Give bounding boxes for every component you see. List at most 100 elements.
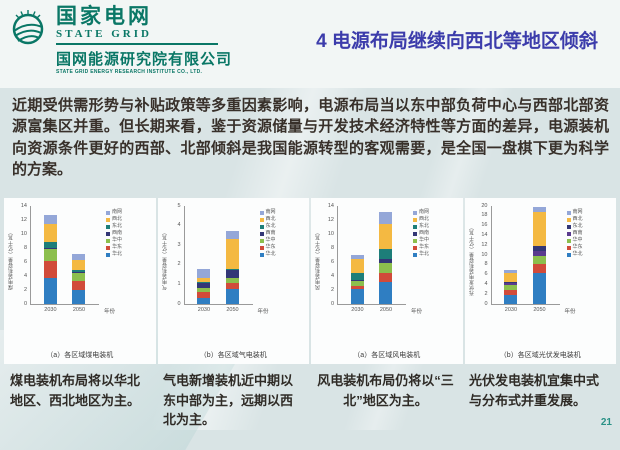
bar-segment-华中 <box>44 249 57 260</box>
legend-item-西南: 西南 <box>413 231 429 236</box>
takeaway-wind: 风电装机布局仍将以“三北”地区为主。 <box>309 369 462 430</box>
x-axis-label: 年份 <box>104 307 115 315</box>
legend-item-华东: 华东 <box>106 245 122 250</box>
chart-takeaways-row: 煤电装机布局将以华北地区、西北地区为主。 气电新增装机近中期以东中部为主，远期以… <box>3 369 617 430</box>
y-tick-label: 14 <box>473 232 488 238</box>
legend-swatch <box>413 211 417 215</box>
y-tick-label: 0 <box>319 301 334 307</box>
legend-swatch <box>260 211 264 215</box>
legend-item-华东: 华东 <box>567 245 583 250</box>
legend-swatch <box>260 232 264 236</box>
bar-segment-华东 <box>44 261 57 279</box>
plot-axes <box>184 206 253 305</box>
legend-item-华北: 华北 <box>413 252 429 257</box>
x-tick-label: 2030 <box>191 307 217 313</box>
chart-legend: 南网西北东北西南华中华东华北 <box>106 210 122 257</box>
x-axis-label: 年份 <box>565 307 576 315</box>
bar-segment-华东 <box>533 264 546 273</box>
bar-segment-西北 <box>351 259 364 273</box>
legend-label: 华东 <box>573 245 583 250</box>
legend-swatch <box>260 253 264 257</box>
chart-caption: （b）各区域气电装机 <box>158 350 310 360</box>
legend-label: 西北 <box>112 217 122 222</box>
legend-item-西北: 西北 <box>413 217 429 222</box>
chart-caption: （a）各区域风电装机 <box>311 350 463 360</box>
x-tick-label: 2050 <box>373 307 399 313</box>
takeaway-coal: 煤电装机布局将以华北地区、西北地区为主。 <box>3 369 156 430</box>
takeaway-gas: 气电新增装机近中期以东中部为主，远期以西北为主。 <box>156 369 309 430</box>
state-grid-logo: 国家电网 STATE GRID 国网能源研究院有限公司 STATE GRID E… <box>8 6 232 75</box>
legend-item-南网: 南网 <box>260 210 276 215</box>
y-tick-label: 8 <box>319 245 334 251</box>
y-tick-label: 12 <box>12 217 27 223</box>
legend-swatch <box>106 225 110 229</box>
legend-label: 南网 <box>573 210 583 215</box>
legend-swatch <box>106 253 110 257</box>
legend-label: 华中 <box>112 238 122 243</box>
legend-swatch <box>567 232 571 236</box>
y-tick-label: 6 <box>473 271 488 277</box>
chart-legend: 南网西北东北西南华中华东华北 <box>567 210 583 257</box>
bar-segment-华北 <box>351 289 364 304</box>
legend-label: 西南 <box>112 231 122 236</box>
y-tick-label: 5 <box>166 203 181 209</box>
legend-swatch <box>567 218 571 222</box>
y-tick-label: 18 <box>473 212 488 218</box>
legend-swatch <box>413 232 417 236</box>
slide-title: 4 电源布局继续向西北等地区倾斜 <box>298 26 616 53</box>
y-tick-label: 2 <box>12 287 27 293</box>
legend-label: 南网 <box>112 210 122 215</box>
chart-caption: （b）各区域光伏发电装机 <box>465 350 617 360</box>
stacked-bar-2030 <box>44 215 57 304</box>
stacked-bar-2050 <box>226 231 239 305</box>
legend-label: 华北 <box>112 252 122 257</box>
legend-label: 东北 <box>419 224 429 229</box>
y-tick-label: 10 <box>319 231 334 237</box>
legend-label: 东北 <box>112 224 122 229</box>
bar-segment-华北 <box>44 278 57 304</box>
bar-segment-西北 <box>504 273 517 282</box>
x-tick-label: 2050 <box>66 307 92 313</box>
y-tick-label: 1 <box>166 281 181 287</box>
y-tick-label: 16 <box>473 222 488 228</box>
plot-axes <box>491 206 560 305</box>
legend-swatch <box>106 246 110 250</box>
bar-segment-南网 <box>226 231 239 240</box>
y-tick-label: 3 <box>166 242 181 248</box>
chart-legend: 南网西北东北西南华中华东华北 <box>413 210 429 257</box>
bar-segment-华北 <box>72 290 85 304</box>
x-tick-label: 2050 <box>219 307 245 313</box>
x-tick-label: 2030 <box>344 307 370 313</box>
slide-header: 国家电网 STATE GRID 国网能源研究院有限公司 STATE GRID E… <box>0 0 620 88</box>
legend-label: 西北 <box>419 217 429 222</box>
legend-swatch <box>260 239 264 243</box>
bar-segment-西北 <box>226 239 239 268</box>
legend-item-华中: 华中 <box>567 238 583 243</box>
legend-label: 西北 <box>266 217 276 222</box>
legend-item-南网: 南网 <box>106 210 122 215</box>
legend-label: 华东 <box>112 245 122 250</box>
y-tick-label: 2 <box>473 291 488 297</box>
legend-label: 东北 <box>266 224 276 229</box>
legend-label: 华东 <box>419 245 429 250</box>
bar-segment-南网 <box>44 215 57 224</box>
bar-segment-西北 <box>533 212 546 246</box>
legend-item-华中: 华中 <box>413 238 429 243</box>
stacked-bar-2030 <box>351 255 364 304</box>
legend-label: 华北 <box>266 252 276 257</box>
brand-text-block: 国家电网 STATE GRID 国网能源研究院有限公司 STATE GRID E… <box>56 6 232 75</box>
bar-segment-华北 <box>197 298 210 304</box>
chart-caption: （a）各区域煤电装机 <box>4 350 156 360</box>
legend-item-西北: 西北 <box>567 217 583 222</box>
y-tick-label: 10 <box>12 231 27 237</box>
legend-swatch <box>260 246 264 250</box>
legend-item-西南: 西南 <box>567 231 583 236</box>
y-tick-label: 8 <box>473 261 488 267</box>
bar-segment-西北 <box>44 224 57 242</box>
legend-item-华北: 华北 <box>567 252 583 257</box>
